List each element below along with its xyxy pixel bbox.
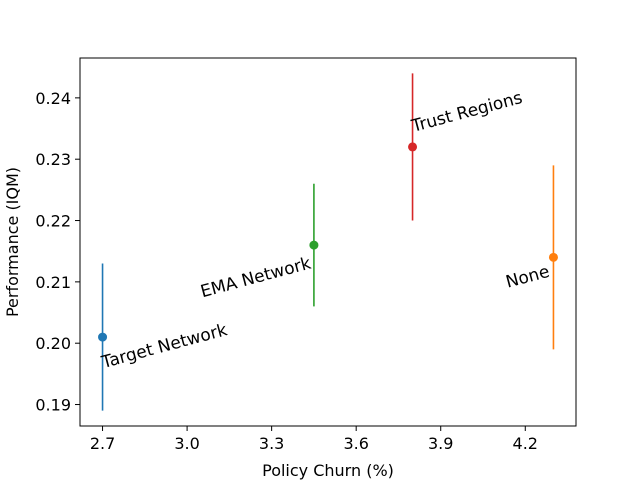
data-point xyxy=(548,252,558,262)
x-tick-label: 3.3 xyxy=(259,434,284,453)
x-tick-label: 3.6 xyxy=(343,434,368,453)
data-point xyxy=(309,240,319,250)
x-tick-label: 2.7 xyxy=(90,434,115,453)
y-tick-label: 0.19 xyxy=(35,396,71,415)
x-tick-label: 4.2 xyxy=(513,434,538,453)
x-tick-label: 3.0 xyxy=(174,434,199,453)
y-tick-label: 0.20 xyxy=(35,334,71,353)
data-point xyxy=(408,142,418,152)
plot-area xyxy=(79,57,577,427)
y-axis-ticks: 0.19 0.20 0.21 0.22 0.23 0.24 xyxy=(35,89,80,415)
y-tick-label: 0.23 xyxy=(35,150,71,169)
y-axis-label: Performance (IQM) xyxy=(3,167,22,317)
x-tick-label: 3.9 xyxy=(428,434,453,453)
y-tick-label: 0.21 xyxy=(35,273,71,292)
x-axis-label: Policy Churn (%) xyxy=(262,461,394,480)
y-tick-label: 0.24 xyxy=(35,89,71,108)
y-tick-label: 0.22 xyxy=(35,212,71,231)
x-axis-ticks: 2.7 3.0 3.3 3.6 3.9 4.2 xyxy=(90,426,538,453)
data-point xyxy=(98,332,108,342)
